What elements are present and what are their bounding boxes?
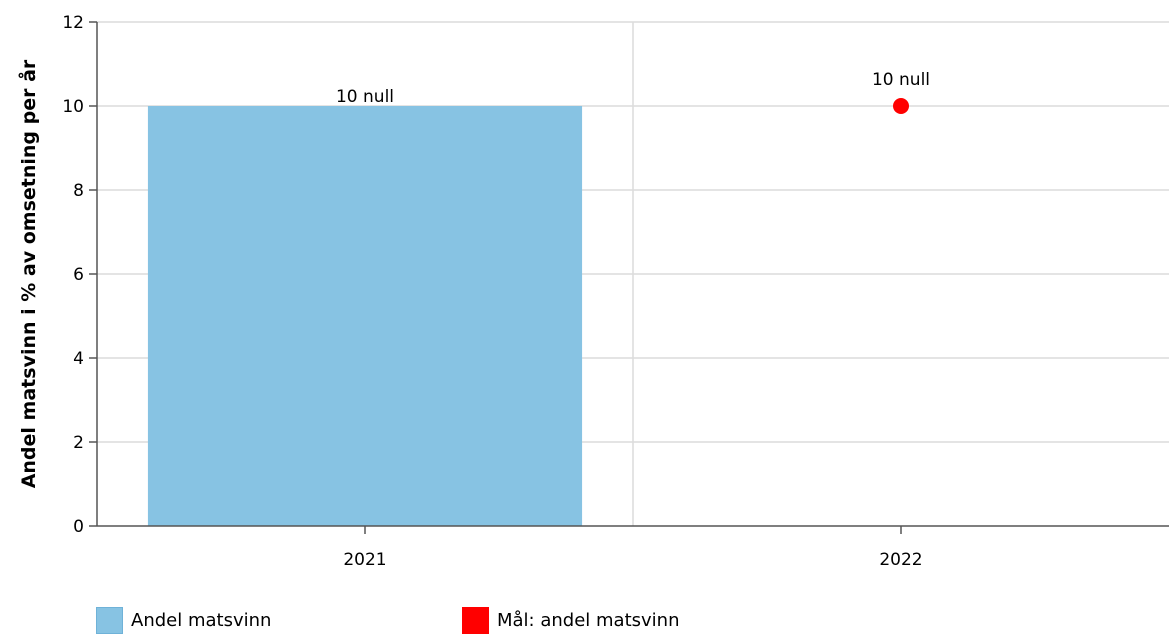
data-label-2021: 10 null (336, 87, 394, 107)
x-tick-label-2022: 2022 (879, 550, 922, 570)
y-axis-title: Andel matsvinn i % av omsetning per år (16, 59, 40, 488)
legend-label-point: Mål: andel matsvinn (497, 610, 680, 631)
bar-series (147, 106, 583, 526)
y-tick-label: 8 (73, 181, 84, 201)
y-tick-label: 10 (62, 97, 84, 117)
y-tick-label: 0 (73, 517, 84, 537)
y-tick-label: 2 (73, 433, 84, 453)
data-labels: 10 null 10 null (336, 70, 930, 107)
legend: Andel matsvinn Mål: andel matsvinn (96, 607, 679, 634)
legend-item-point[interactable]: Mål: andel matsvinn (462, 607, 679, 634)
axes: 0 2 4 6 8 10 12 2021 2022 (62, 13, 1169, 570)
point-series (893, 98, 909, 114)
point-2022 (893, 98, 909, 114)
chart-area: 0 2 4 6 8 10 12 2021 2022 10 null 10 null Andel m… (16, 13, 1169, 570)
y-tick-label: 4 (73, 349, 84, 369)
legend-swatch-point (462, 607, 489, 634)
data-label-2022: 10 null (872, 70, 930, 90)
x-tick-label-2021: 2021 (343, 550, 386, 570)
legend-swatch-bar (96, 607, 123, 634)
legend-label-bar: Andel matsvinn (131, 610, 272, 631)
bar-2021 (147, 106, 583, 526)
legend-item-bar[interactable]: Andel matsvinn (96, 607, 462, 634)
y-tick-label: 12 (62, 13, 84, 33)
y-tick-label: 6 (73, 265, 84, 285)
